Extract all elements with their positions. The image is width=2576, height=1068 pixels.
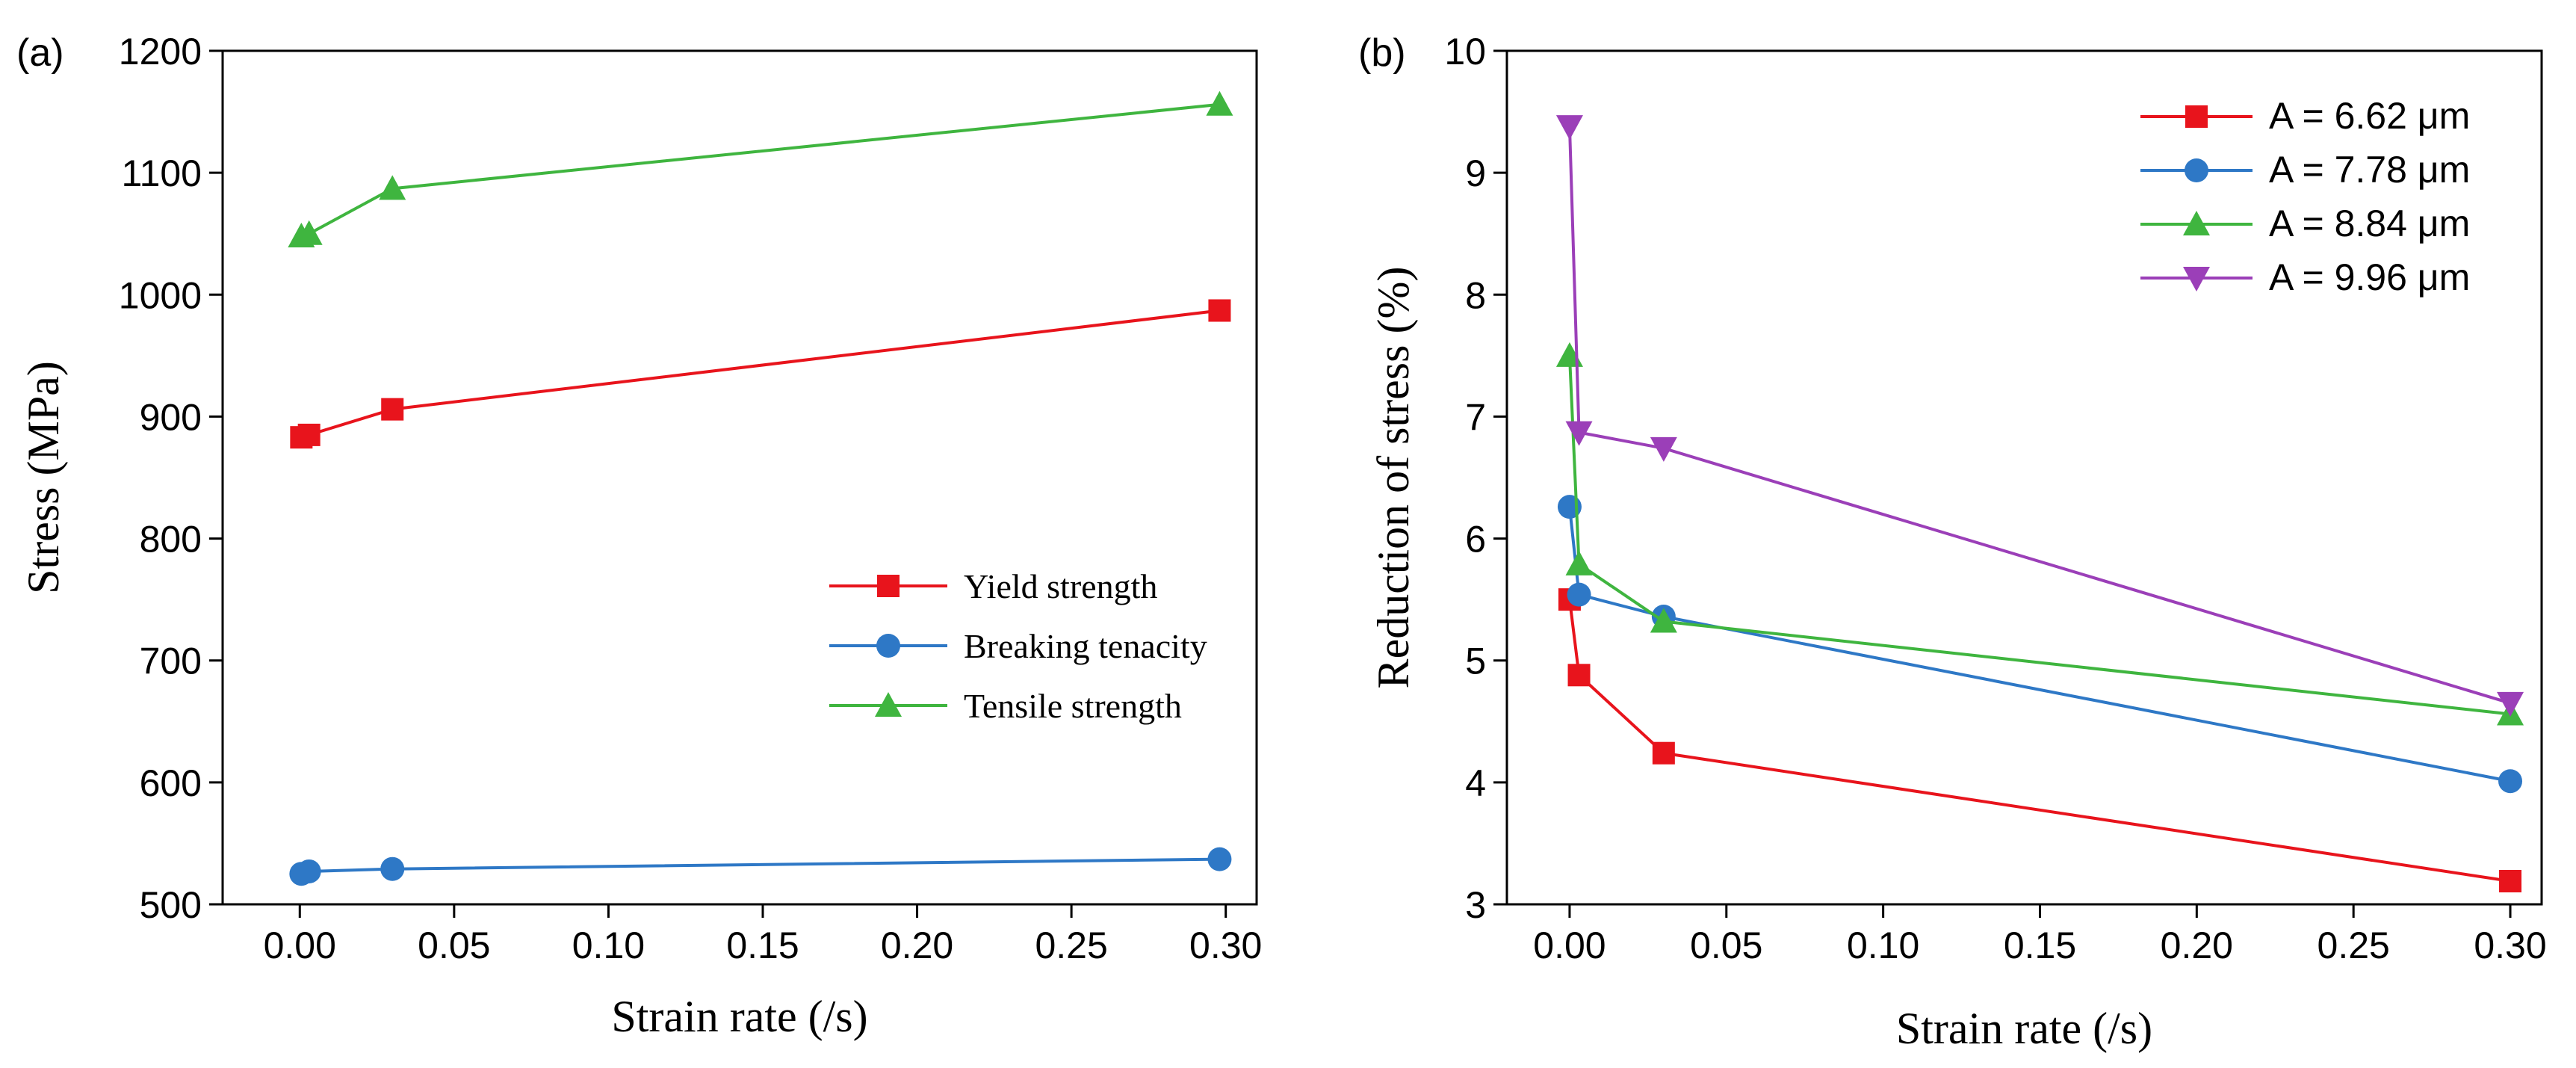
data-point bbox=[297, 423, 321, 446]
legend-label: A = 7.78 μm bbox=[2269, 149, 2470, 191]
series-line bbox=[1567, 126, 2511, 705]
legend-label: Yield strength bbox=[964, 567, 1157, 605]
x-tick-label: 0.25 bbox=[1035, 925, 1107, 966]
legend-entry: A = 9.96 μm bbox=[2140, 256, 2470, 298]
data-point bbox=[379, 175, 406, 200]
x-axis-label: Strain rate (/s) bbox=[1896, 1004, 2152, 1053]
y-tick-label: 1000 bbox=[119, 274, 202, 316]
data-point bbox=[1652, 741, 1675, 765]
x-tick-label: 0.15 bbox=[2004, 925, 2076, 966]
data-point bbox=[380, 856, 405, 881]
x-tick-label: 0.05 bbox=[1690, 925, 1762, 966]
legend-marker bbox=[877, 575, 900, 597]
y-tick-label: 800 bbox=[140, 519, 202, 561]
x-tick-label: 0.00 bbox=[264, 925, 336, 966]
legend-label: A = 8.84 μm bbox=[2269, 203, 2470, 244]
legend-marker bbox=[2185, 158, 2208, 182]
data-point bbox=[1555, 115, 1583, 141]
data-point bbox=[1650, 608, 1677, 633]
x-tick-label: 0.10 bbox=[1847, 925, 1919, 966]
legend-label: A = 6.62 μm bbox=[2269, 95, 2470, 137]
x-tick-label: 0.00 bbox=[1533, 925, 1606, 966]
legend-marker bbox=[2183, 211, 2210, 235]
data-point bbox=[1565, 421, 1593, 446]
series-2 bbox=[288, 90, 1233, 247]
series-2 bbox=[1555, 342, 2524, 726]
series-line bbox=[300, 102, 1220, 238]
plot-frame bbox=[221, 49, 1258, 906]
x-tick-label: 0.25 bbox=[2318, 925, 2390, 966]
panel-label: (a) bbox=[16, 31, 64, 75]
chart-panel-b: 0.00 0.05 0.10 0.15 0.20 0.25 0.30 3 4 5 6 7 8 9 10 Str… bbox=[1358, 31, 2547, 1053]
data-point bbox=[1208, 299, 1231, 322]
data-point bbox=[1206, 90, 1233, 116]
y-tick-label: 3 bbox=[1465, 884, 1486, 926]
legend-entry: A = 7.78 μm bbox=[2140, 149, 2470, 191]
series-line bbox=[1567, 506, 2511, 783]
y-tick-label: 600 bbox=[140, 762, 202, 804]
x-tick-label: 0.15 bbox=[726, 925, 799, 966]
series-1 bbox=[1557, 495, 2523, 794]
legend-marker bbox=[2185, 105, 2208, 128]
legend-marker bbox=[875, 692, 902, 717]
panel-label: (b) bbox=[1358, 31, 1406, 75]
y-tick-label: 500 bbox=[140, 884, 202, 926]
x-tick-label: 0.30 bbox=[2474, 925, 2546, 966]
y-tick-label: 7 bbox=[1465, 396, 1486, 438]
x-tick-label: 0.30 bbox=[1189, 925, 1262, 966]
data-point bbox=[2499, 870, 2522, 893]
y-tick-label: 10 bbox=[1444, 31, 1486, 72]
series-line bbox=[1567, 355, 2511, 716]
series-3 bbox=[1555, 115, 2524, 717]
y-tick-label: 8 bbox=[1465, 274, 1486, 316]
data-point bbox=[297, 859, 321, 883]
data-point bbox=[1650, 436, 1677, 462]
x-tick-label: 0.10 bbox=[572, 925, 645, 966]
legend-entry: Breaking tenacity bbox=[829, 627, 1207, 665]
legend-entry: A = 6.62 μm bbox=[2140, 95, 2470, 137]
data-point bbox=[381, 398, 404, 421]
data-point bbox=[1565, 550, 1593, 575]
y-tick-label: 9 bbox=[1465, 152, 1486, 194]
series-line bbox=[300, 857, 1220, 876]
legend-entry: Yield strength bbox=[829, 567, 1157, 605]
legend-entry: A = 8.84 μm bbox=[2140, 203, 2470, 244]
y-tick-label: 900 bbox=[140, 396, 202, 438]
legend-label: Breaking tenacity bbox=[964, 627, 1207, 665]
data-point bbox=[1207, 847, 1232, 871]
data-point bbox=[1567, 582, 1591, 607]
legend-marker bbox=[876, 634, 900, 658]
y-tick-label: 5 bbox=[1465, 641, 1486, 682]
plot-frame bbox=[1505, 49, 2543, 906]
y-axis-label: Stress (MPa) bbox=[19, 361, 68, 594]
y-axis-label: Reduction of stress (%) bbox=[1369, 267, 1418, 689]
data-point bbox=[2497, 691, 2524, 717]
data-point bbox=[2498, 769, 2523, 794]
y-tick-label: 1100 bbox=[121, 152, 202, 194]
legend-entry: Tensile strength bbox=[829, 687, 1182, 725]
data-point bbox=[295, 220, 323, 245]
x-tick-label: 0.20 bbox=[2161, 925, 2233, 966]
legend-label: A = 9.96 μm bbox=[2269, 256, 2470, 298]
y-tick-label: 4 bbox=[1465, 762, 1486, 804]
data-point bbox=[1555, 342, 1583, 367]
chart-panel-a: 0.00 0.05 0.10 0.15 0.20 0.25 0.30 500 600 700 800… bbox=[16, 31, 1262, 1041]
x-tick-label: 0.20 bbox=[881, 925, 953, 966]
legend-label: Tensile strength bbox=[964, 687, 1182, 725]
y-tick-label: 6 bbox=[1465, 519, 1486, 561]
y-tick-label: 700 bbox=[140, 641, 202, 682]
series-line bbox=[1567, 599, 2511, 883]
series-line bbox=[300, 309, 1220, 439]
series-1 bbox=[289, 847, 1232, 886]
legend-marker bbox=[2183, 267, 2210, 291]
x-tick-label: 0.05 bbox=[418, 925, 490, 966]
series-0 bbox=[290, 299, 1231, 449]
series-0 bbox=[1558, 588, 2522, 893]
data-point bbox=[1567, 664, 1591, 687]
y-tick-label: 1200 bbox=[119, 31, 202, 72]
x-axis-label: Strain rate (/s) bbox=[611, 992, 867, 1041]
